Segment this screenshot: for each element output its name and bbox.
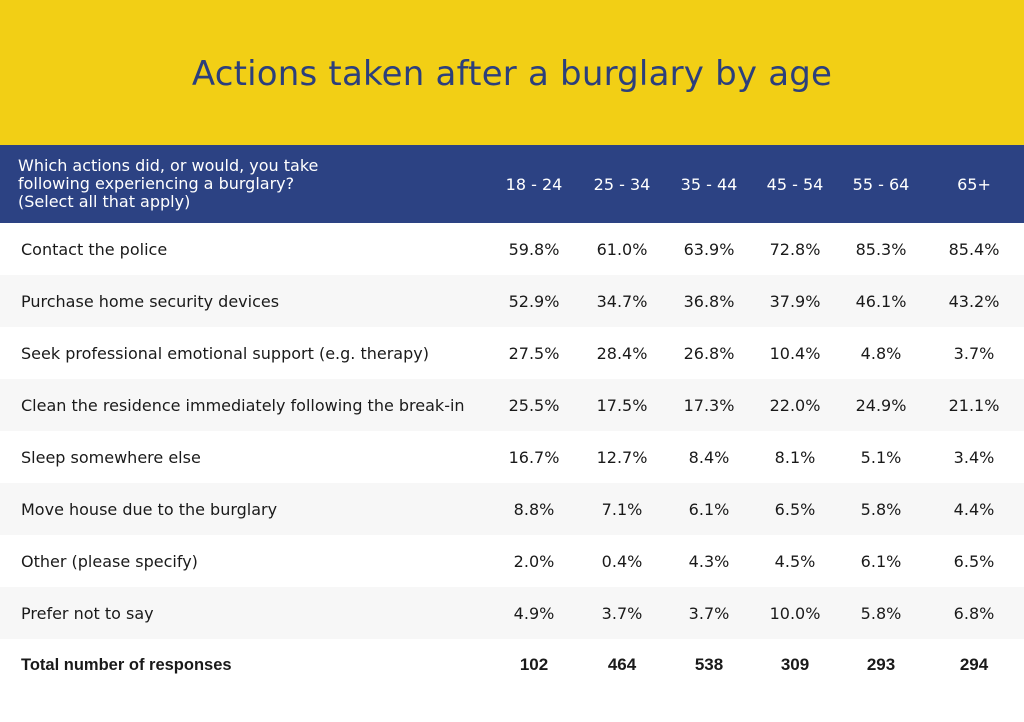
value-cell: 10.4%	[769, 343, 821, 363]
value-cell: 5.1%	[860, 447, 902, 467]
value-cell: 4.8%	[860, 343, 902, 363]
value-cell: 59.8%	[508, 239, 560, 259]
column-header-45-54: 45 - 54	[766, 174, 824, 194]
value-cell: 4.9%	[513, 603, 555, 623]
value-cell: 3.4%	[953, 447, 995, 467]
value-cell: 6.5%	[774, 499, 816, 519]
value-cell: 6.1%	[688, 499, 730, 519]
table-row: Other (please specify) 2.0% 0.4% 4.3% 4.5% 6.…	[0, 535, 1024, 587]
value-cell: 28.4%	[596, 343, 648, 363]
column-header-65-plus: 65+	[957, 174, 991, 194]
total-row: Total number of responses 102 464 538 309 293…	[0, 639, 1024, 691]
value-cell: 22.0%	[769, 395, 821, 415]
column-header-55-64: 55 - 64	[852, 174, 910, 194]
total-value-cell: 102	[519, 655, 549, 674]
table-row: Contact the police 59.8% 61.0% 63.9% 72.8% 85…	[0, 223, 1024, 275]
total-value-cell: 293	[866, 655, 896, 674]
value-cell: 24.9%	[855, 395, 907, 415]
header-question-line: Which actions did, or would, you take	[18, 156, 319, 175]
value-cell: 17.3%	[683, 395, 735, 415]
table-body: Contact the police 59.8% 61.0% 63.9% 72.8% 85…	[0, 223, 1024, 691]
title-banner: Actions taken after a burglary by age	[0, 0, 1024, 145]
table-row: Prefer not to say 4.9% 3.7% 3.7% 10.0% 5.8% 6.…	[0, 587, 1024, 639]
table-row: Move house due to the burglary 8.8% 7.1% 6.…	[0, 483, 1024, 535]
column-header-18-24: 18 - 24	[505, 174, 563, 194]
total-value-cell: 309	[780, 655, 810, 674]
value-cell: 21.1%	[948, 395, 1000, 415]
value-cell: 63.9%	[683, 239, 735, 259]
value-cell: 16.7%	[508, 447, 560, 467]
chart-title: Actions taken after a burglary by age	[191, 53, 833, 94]
value-cell: 85.4%	[948, 239, 1000, 259]
row-label: Sleep somewhere else	[21, 447, 201, 467]
data-table: Which actions did, or would, you take fo…	[0, 145, 1024, 691]
value-cell: 85.3%	[855, 239, 907, 259]
table-row: Seek professional emotional support (e.g…	[0, 327, 1024, 379]
value-cell: 36.8%	[683, 291, 735, 311]
row-label: Prefer not to say	[21, 603, 154, 623]
value-cell: 3.7%	[601, 603, 643, 623]
value-cell: 72.8%	[769, 239, 821, 259]
header-row: Which actions did, or would, you take fo…	[0, 145, 1024, 223]
value-cell: 10.0%	[769, 603, 821, 623]
value-cell: 8.8%	[513, 499, 555, 519]
value-cell: 3.7%	[688, 603, 730, 623]
value-cell: 26.8%	[683, 343, 735, 363]
total-value-cell: 294	[959, 655, 989, 674]
value-cell: 5.8%	[860, 499, 902, 519]
column-header-35-44: 35 - 44	[680, 174, 738, 194]
value-cell: 34.7%	[596, 291, 648, 311]
value-cell: 5.8%	[860, 603, 902, 623]
value-cell: 12.7%	[596, 447, 648, 467]
header-question-line: following experiencing a burglary?	[18, 174, 295, 193]
value-cell: 4.3%	[688, 551, 730, 571]
value-cell: 46.1%	[855, 291, 907, 311]
row-label: Contact the police	[21, 239, 168, 259]
row-label: Other (please specify)	[21, 551, 198, 571]
header-question-line: (Select all that apply)	[18, 192, 191, 211]
value-cell: 17.5%	[596, 395, 648, 415]
value-cell: 0.4%	[601, 551, 643, 571]
row-label: Clean the residence immediately followin…	[21, 395, 465, 415]
value-cell: 6.5%	[953, 551, 995, 571]
row-label: Seek professional emotional support (e.g…	[21, 343, 429, 363]
column-header-25-34: 25 - 34	[593, 174, 651, 194]
row-label: Purchase home security devices	[21, 291, 280, 311]
value-cell: 6.1%	[860, 551, 902, 571]
value-cell: 8.1%	[774, 447, 816, 467]
value-cell: 43.2%	[948, 291, 1000, 311]
table-row: Sleep somewhere else 16.7% 12.7% 8.4% 8.1% 5.…	[0, 431, 1024, 483]
value-cell: 3.7%	[953, 343, 995, 363]
table-row: Clean the residence immediately followin…	[0, 379, 1024, 431]
value-cell: 8.4%	[688, 447, 730, 467]
value-cell: 37.9%	[769, 291, 821, 311]
total-value-cell: 538	[694, 655, 724, 674]
header-question: Which actions did, or would, you take fo…	[0, 145, 490, 223]
row-label: Move house due to the burglary	[21, 499, 278, 519]
value-cell: 52.9%	[508, 291, 560, 311]
value-cell: 25.5%	[508, 395, 560, 415]
value-cell: 4.5%	[774, 551, 816, 571]
table-row: Purchase home security devices 52.9% 34.7%…	[0, 275, 1024, 327]
total-value-cell: 464	[607, 655, 637, 674]
value-cell: 61.0%	[596, 239, 648, 259]
value-cell: 7.1%	[601, 499, 643, 519]
value-cell: 27.5%	[508, 343, 560, 363]
total-label: Total number of responses	[21, 655, 232, 674]
value-cell: 6.8%	[953, 603, 995, 623]
value-cell: 2.0%	[513, 551, 555, 571]
value-cell: 4.4%	[953, 499, 995, 519]
